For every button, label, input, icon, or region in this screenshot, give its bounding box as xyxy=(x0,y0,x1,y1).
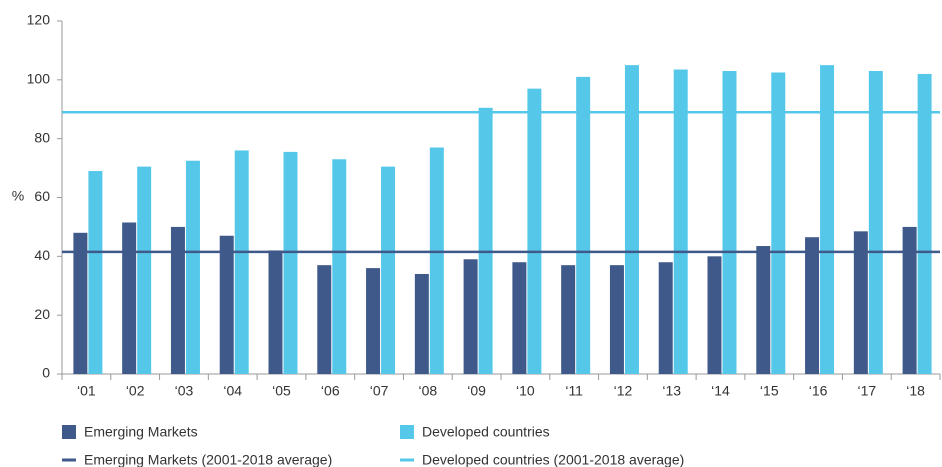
legend-label: Developed countries (2001-2018 average) xyxy=(422,452,684,467)
bar xyxy=(673,69,688,374)
legend-swatch xyxy=(62,425,76,439)
bar xyxy=(122,222,137,374)
bar xyxy=(512,262,527,374)
bar xyxy=(414,273,429,374)
bar xyxy=(609,265,624,374)
x-tick-label: ‘18 xyxy=(906,383,925,399)
bar xyxy=(478,107,493,374)
x-tick-label: ‘07 xyxy=(370,383,389,399)
y-tick-label: 20 xyxy=(34,306,50,322)
bar xyxy=(722,71,737,374)
bar xyxy=(561,265,576,374)
bar xyxy=(185,160,200,374)
bar xyxy=(463,259,478,374)
x-tick-label: ‘17 xyxy=(857,383,876,399)
x-tick-label: ‘13 xyxy=(662,383,681,399)
bar xyxy=(219,235,234,374)
legend-label: Emerging Markets (2001-2018 average) xyxy=(84,452,332,467)
bar xyxy=(366,268,381,374)
x-tick-label: ‘06 xyxy=(321,383,340,399)
x-tick-label: ‘16 xyxy=(809,383,828,399)
x-tick-label: ‘12 xyxy=(614,383,633,399)
x-tick-label: ‘11 xyxy=(565,383,583,399)
bar xyxy=(805,237,820,374)
y-tick-label: 100 xyxy=(27,71,51,87)
y-tick-label: 40 xyxy=(34,247,50,263)
bar xyxy=(624,65,639,374)
bar xyxy=(317,265,332,374)
x-tick-label: ‘02 xyxy=(126,383,145,399)
bar xyxy=(283,151,298,374)
x-tick-label: ‘15 xyxy=(760,383,779,399)
bar xyxy=(756,246,771,374)
bar xyxy=(853,231,868,374)
bar xyxy=(268,250,283,374)
x-tick-label: ‘01 xyxy=(77,383,96,399)
bar xyxy=(771,72,786,375)
legend-swatch xyxy=(400,425,414,439)
x-tick-label: ‘09 xyxy=(467,383,486,399)
bar xyxy=(234,150,249,374)
x-tick-label: ‘03 xyxy=(175,383,194,399)
bar xyxy=(902,226,917,374)
bar xyxy=(576,76,591,375)
x-tick-label: ‘04 xyxy=(223,383,242,399)
y-tick-label: 0 xyxy=(42,365,50,381)
bar xyxy=(137,166,152,374)
bar xyxy=(868,71,883,374)
bar xyxy=(527,88,542,375)
bar xyxy=(332,159,347,374)
bar xyxy=(429,147,444,374)
bar xyxy=(170,226,185,374)
y-tick-label: 60 xyxy=(34,188,50,204)
bar xyxy=(88,171,103,374)
y-axis-label: % xyxy=(12,188,24,204)
y-tick-label: 80 xyxy=(34,129,50,145)
legend-label: Emerging Markets xyxy=(84,424,198,440)
bar xyxy=(73,232,88,374)
bar xyxy=(917,73,932,374)
x-tick-label: ‘10 xyxy=(516,383,535,399)
x-tick-label: ‘14 xyxy=(711,383,730,399)
bar xyxy=(707,256,722,374)
bar xyxy=(658,262,673,374)
bar xyxy=(820,65,835,374)
y-tick-label: 120 xyxy=(27,12,51,28)
x-tick-label: ‘08 xyxy=(418,383,437,399)
legend-label: Developed countries xyxy=(422,424,550,440)
bar xyxy=(381,166,396,374)
x-tick-label: ‘05 xyxy=(272,383,291,399)
